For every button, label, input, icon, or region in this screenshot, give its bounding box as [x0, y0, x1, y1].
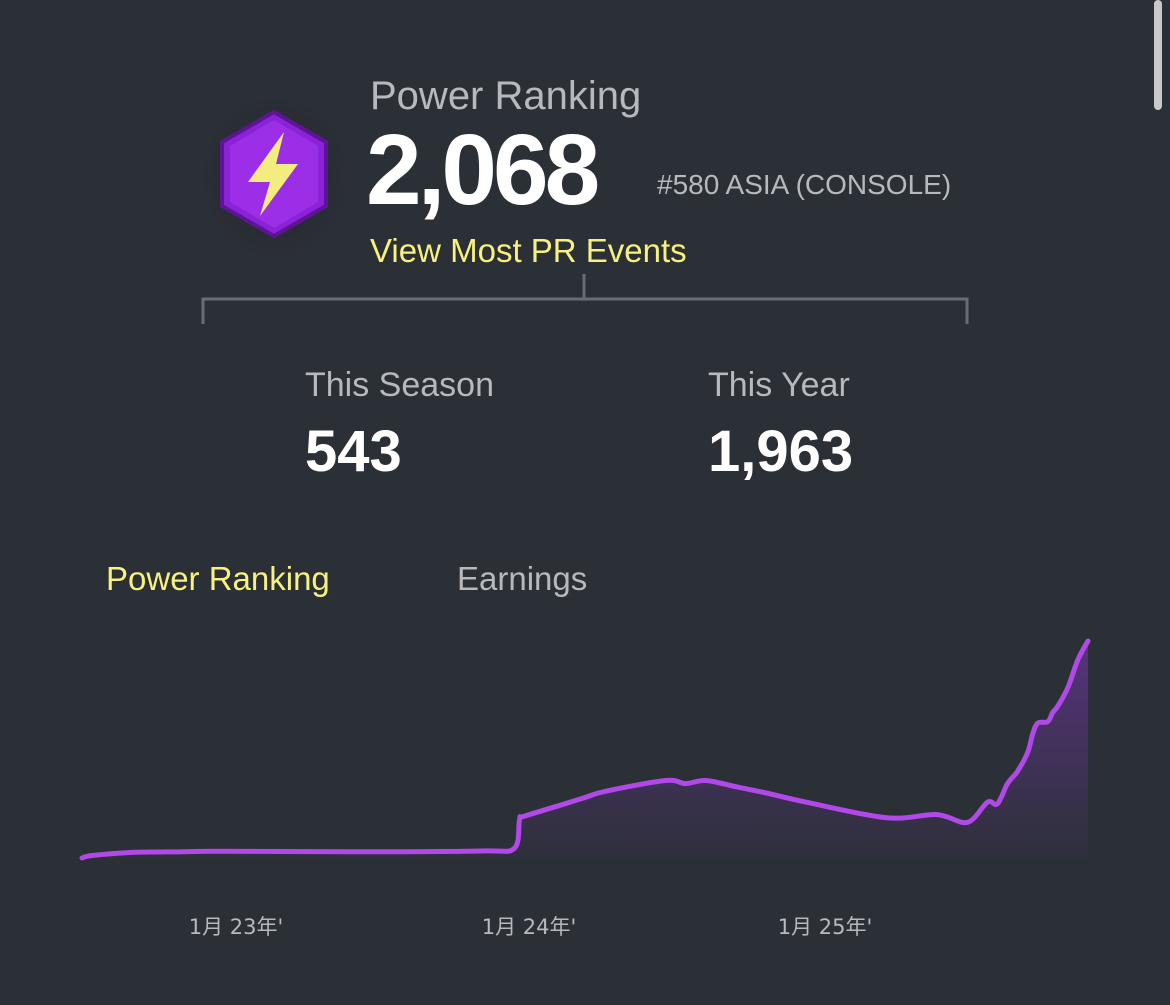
power-ranking-value: 2,068 — [366, 114, 600, 226]
this-year-value: 1,963 — [708, 419, 854, 484]
tab-power-ranking[interactable]: Power Ranking — [106, 560, 330, 597]
view-most-pr-events-link[interactable]: View Most PR Events — [370, 232, 687, 269]
chart-series-line — [79, 638, 1091, 861]
regional-rank: #580 ASIA (CONSOLE) — [657, 169, 952, 200]
x-tick-label-2023: 1月 23年' — [189, 915, 284, 939]
tab-earnings[interactable]: Earnings — [457, 560, 588, 597]
stats-bracket — [201, 274, 969, 324]
scrollbar[interactable] — [1154, 0, 1162, 110]
this-season-value: 543 — [305, 419, 402, 484]
this-season-label: This Season — [305, 366, 494, 404]
chart-area-fill — [82, 641, 1088, 858]
x-tick-label-2024: 1月 24年' — [482, 915, 577, 939]
lightning-bolt-hexagon-icon — [220, 110, 328, 238]
x-tick-label-2025: 1月 25年' — [778, 915, 873, 939]
this-year-label: This Year — [708, 366, 850, 404]
power-ranking-title: Power Ranking — [370, 74, 642, 118]
